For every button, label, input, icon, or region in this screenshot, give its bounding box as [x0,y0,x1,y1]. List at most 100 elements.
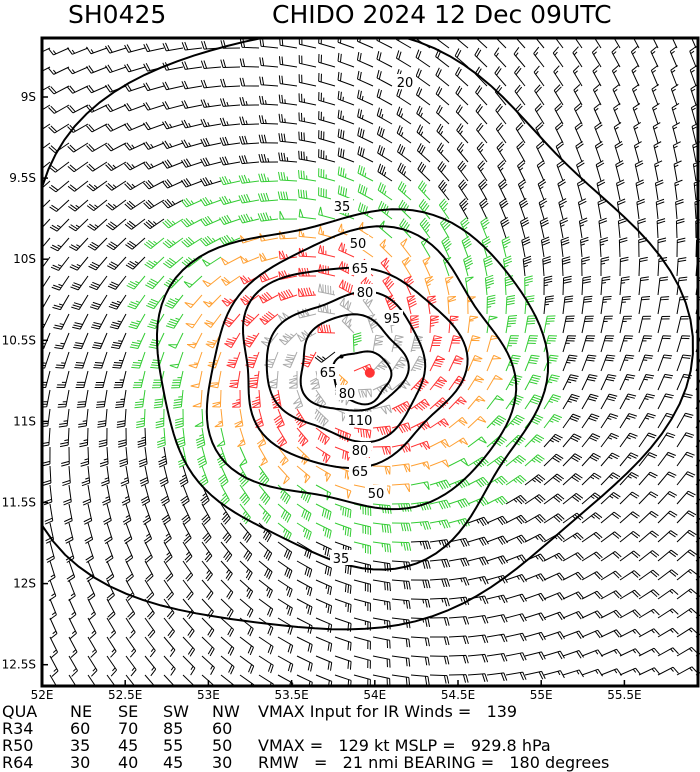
wind-barb [115,389,127,409]
wind-barb [277,503,292,523]
contour-label: 50 [368,487,385,502]
wind-barb [182,598,195,620]
wind-barb [391,522,412,532]
contour-label-bg [336,385,358,400]
wind-barb [592,84,602,106]
wind-barb [438,179,450,201]
wind-barb [619,256,629,277]
wind-barb [676,607,698,619]
wind-barb [93,351,108,369]
wind-barb [338,242,355,258]
r34-nw: 60 [212,719,233,738]
wind-barb [476,141,488,163]
wind-barb [391,617,411,629]
wind-barb [248,370,260,389]
wind-barb [391,579,411,590]
wind-barb [391,541,412,551]
wind-barb [600,648,623,657]
wind-barb [156,427,166,449]
wind-barb [505,374,523,391]
wind-barb [439,217,451,239]
contour-20 [42,38,694,631]
wind-barb [221,294,241,307]
wind-barb [616,179,625,201]
wind-barb [486,495,508,506]
wind-barb [105,541,114,564]
wind-barb [122,503,132,525]
wind-barb [378,220,393,239]
wind-barb [42,104,51,111]
wind-barb [105,560,115,583]
wind-barb [638,432,657,448]
wind-barb [619,335,634,353]
wind-barb [239,674,255,686]
wind-barb [123,522,133,545]
wind-barb [84,522,94,544]
r34-ne: 60 [70,719,91,738]
wind-barb [180,178,203,188]
wind-barb [68,655,78,677]
wind-barb [456,141,469,163]
wind-barb [650,64,659,87]
wind-barb [505,652,527,661]
wind-barb [460,217,470,239]
wind-barb [201,655,215,675]
wind-barb [494,47,507,68]
wind-barb [42,370,51,388]
wind-barb [87,579,96,602]
wind-barb [106,598,116,620]
wind-barb [522,255,532,277]
wind-barb [572,46,583,68]
wind-barb [199,196,222,207]
wind-barb [160,484,170,506]
wind-barb [410,655,430,666]
wind-barb [318,168,336,182]
wind-barb [66,560,76,582]
wind-barb [143,43,165,53]
wind-barb [537,178,547,201]
wind-barb [258,655,274,674]
wind-barb [416,124,431,144]
wind-barb [58,408,70,428]
wind-barb [55,351,70,369]
wind-barb [50,237,70,252]
wind-barb [657,393,674,410]
wind-barb [181,61,203,70]
wind-barb [124,199,146,210]
wind-barb [595,160,605,182]
wind-barb [638,589,660,600]
wind-barb [258,134,279,144]
wind-barb [573,103,583,125]
wind-barb [581,472,602,486]
wind-barb [124,161,146,171]
wind-barb [638,628,660,638]
wind-barb [562,630,585,639]
wind-barb [201,560,213,582]
wind-barb [143,199,165,210]
wind-barb [497,160,507,182]
wind-barb [459,198,469,220]
wind-barb [657,510,678,524]
contour-label: 80 [357,286,374,301]
wind-barb [467,436,487,448]
wind-barb [448,537,470,548]
wind-barb [671,38,678,49]
wind-barb [429,438,450,449]
wind-barb [524,454,545,467]
wind-barb [48,85,70,95]
wind-barb [143,218,165,230]
wind-barb [162,179,184,189]
wind-barb [429,397,449,410]
wind-barb [125,617,136,639]
wind-barb [110,332,127,350]
wind-barb [143,82,165,92]
contour-label: 35 [333,552,350,567]
wind-barb [42,218,51,229]
wind-barb [315,503,332,520]
wind-barb [106,237,127,251]
wind-barb [82,484,92,506]
wind-barb [598,217,608,239]
wind-barb [483,255,493,277]
wind-barb [435,86,450,106]
wind-barb [128,313,146,330]
